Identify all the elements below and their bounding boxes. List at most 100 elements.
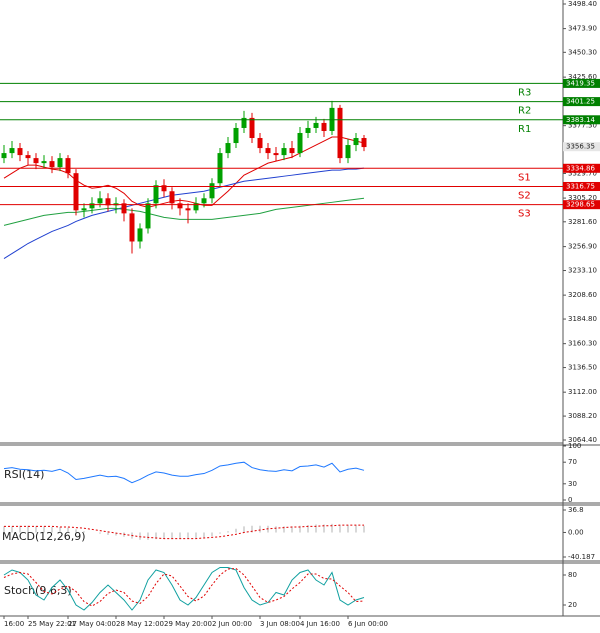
level-box-label: 3316.75 (566, 182, 595, 190)
level-label: S1 (518, 172, 531, 183)
candle-body (17, 148, 23, 156)
y-tick-label: 3208.60 (568, 291, 597, 299)
candle-body (105, 198, 111, 206)
indicator-line (3, 167, 365, 259)
candle-body (225, 143, 231, 154)
y-tick-label: 36.8 (568, 506, 584, 514)
indicator-line (3, 136, 365, 208)
candle-body (161, 185, 167, 192)
candle-body (209, 183, 215, 199)
indicator-line (3, 567, 365, 611)
candle-body (153, 185, 159, 204)
candle-body (273, 153, 279, 156)
candle-body (257, 138, 263, 149)
candle-body (313, 122, 319, 128)
y-tick-label: -40.187 (568, 553, 595, 561)
y-tick-label: 0 (568, 496, 572, 504)
y-tick-label: 3256.90 (568, 243, 597, 251)
level-box (563, 181, 600, 191)
candle-body (169, 191, 175, 204)
candle-body (337, 107, 343, 159)
y-tick-label: 3425.60 (568, 73, 597, 81)
candle-body (281, 148, 287, 156)
candle-body (49, 161, 55, 168)
level-label: S2 (518, 190, 531, 201)
candle-body (249, 117, 255, 139)
level-box (563, 97, 600, 107)
y-tick-label: 3184.80 (568, 315, 597, 323)
level-box (563, 163, 600, 173)
indicator-title: Stoch(9,6,3) (4, 584, 72, 597)
candle-body (241, 117, 247, 128)
x-tick-label: 25 May 22:01 (28, 620, 76, 628)
current-price-box (563, 142, 600, 152)
y-tick-label: 3088.20 (568, 412, 597, 420)
x-tick-label: 4 Jun 16:00 (300, 620, 340, 628)
candle-body (89, 203, 95, 209)
level-box-label: 3298.65 (566, 201, 595, 209)
y-tick-label: 80 (568, 571, 577, 579)
y-tick-label: 3233.10 (568, 267, 597, 275)
level-box-label: 3383.14 (566, 116, 595, 124)
level-label: R1 (518, 124, 531, 135)
candle-body (233, 127, 239, 144)
level-box-label: 3419.35 (566, 79, 595, 87)
x-tick-label: 6 Jun 00:00 (348, 620, 388, 628)
y-tick-label: 3136.50 (568, 364, 597, 372)
x-tick-label: 16:00 (4, 620, 24, 628)
y-tick-label: 3329.70 (568, 169, 597, 177)
candle-body (289, 148, 295, 154)
candle-body (33, 158, 39, 164)
level-label: R2 (518, 106, 531, 117)
y-tick-label: 3450.30 (568, 48, 597, 56)
candle-body (145, 203, 151, 229)
y-tick-label: 30 (568, 480, 577, 488)
level-box (563, 115, 600, 125)
candle-body (193, 203, 199, 211)
x-tick-label: 3 Jun 08:00 (260, 620, 300, 628)
indicator-line (4, 524, 364, 540)
candle-body (1, 153, 7, 159)
y-tick-label: 3305.20 (568, 194, 597, 202)
x-tick-label: 2 Jun 00:00 (212, 620, 252, 628)
indicator-line (3, 197, 365, 226)
indicator-line (3, 461, 365, 484)
y-tick-label: 70 (568, 458, 577, 466)
y-tick-label: 3377.30 (568, 122, 597, 130)
candle-body (177, 203, 183, 209)
candle-body (185, 208, 191, 211)
candle-body (321, 122, 327, 131)
y-tick-label: 3473.90 (568, 25, 597, 33)
candle-body (297, 132, 303, 154)
candle-body (345, 145, 351, 159)
indicator-title: RSI(14) (4, 468, 44, 481)
indicator-title: MACD(12,26,9) (2, 530, 86, 543)
candle-body (57, 158, 63, 168)
candle-body (129, 213, 135, 242)
y-tick-label: 100 (568, 442, 581, 450)
current-price-label: 3356.35 (566, 143, 595, 151)
level-label: R3 (518, 87, 531, 98)
candle-body (25, 155, 31, 159)
candle-body (137, 228, 143, 242)
candle-body (9, 148, 15, 154)
level-label: S3 (518, 209, 531, 220)
candle-body (305, 127, 311, 133)
candle-body (81, 208, 87, 211)
level-box-label: 3401.25 (566, 98, 595, 106)
y-tick-label: 3160.30 (568, 340, 597, 348)
y-tick-label: 3112.00 (568, 388, 597, 396)
candle-body (65, 158, 71, 174)
level-box (563, 78, 600, 88)
candle-body (201, 198, 207, 204)
y-tick-label: 0.00 (568, 528, 584, 536)
candle-body (265, 148, 271, 154)
x-tick-label: 28 May 12:00 (116, 620, 164, 628)
candle-body (361, 138, 367, 148)
y-tick-label: 3498.40 (568, 0, 597, 8)
candle-body (353, 138, 359, 146)
level-box (563, 200, 600, 210)
candle-body (97, 198, 103, 204)
